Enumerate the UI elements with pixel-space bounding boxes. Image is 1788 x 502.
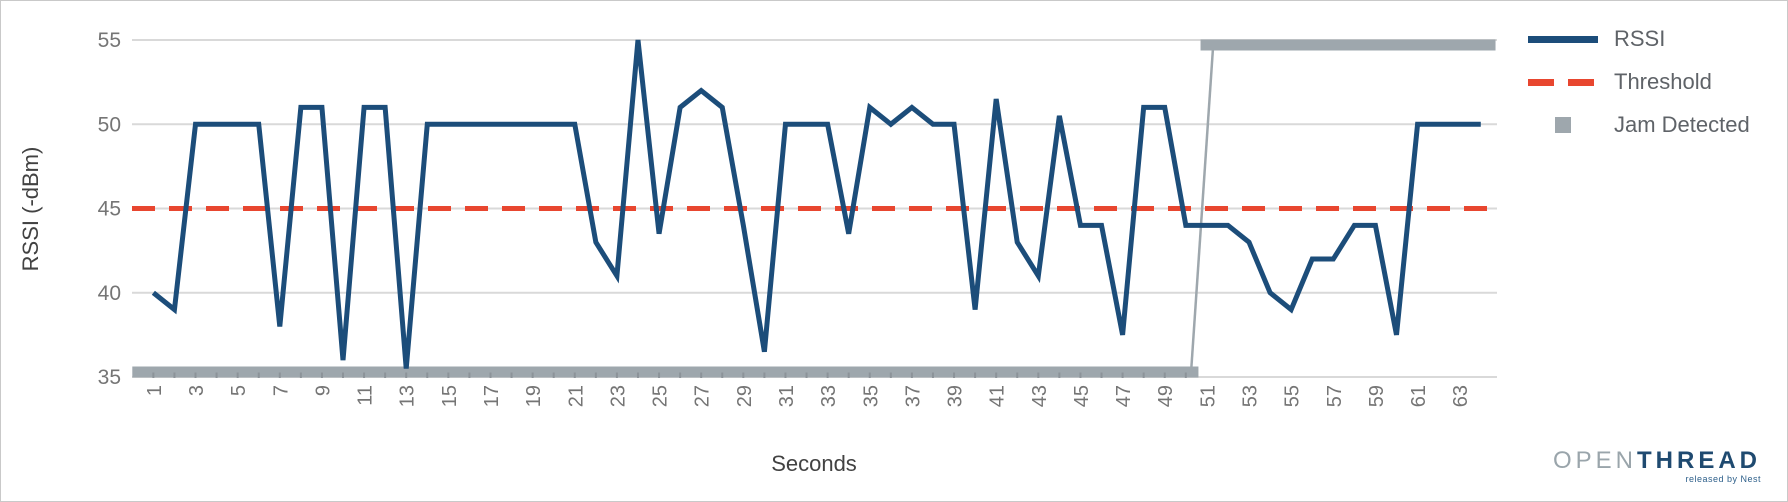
x-axis-title: Seconds [771, 451, 857, 476]
y-tick-label: 55 [98, 29, 121, 52]
x-tick-label: 15 [439, 385, 461, 407]
rssi-line [151, 39, 1481, 369]
y-tick-label: 35 [98, 366, 121, 389]
x-tick-label: 45 [1071, 385, 1093, 407]
x-tick-label: 59 [1366, 385, 1388, 407]
threshold-dash-swatch-icon [1528, 78, 1598, 86]
x-tick-label: 13 [397, 385, 419, 407]
x-tick-label: 19 [523, 385, 545, 407]
legend-item-jam-detected: Jam Detected [1528, 111, 1750, 139]
x-tick-label: 29 [734, 385, 756, 407]
x-tick-label: 33 [818, 385, 840, 407]
x-tick-label: 23 [607, 385, 629, 407]
x-tick-label: 21 [565, 385, 587, 407]
x-tick-label: 25 [650, 385, 672, 407]
legend-label-jam-detected: Jam Detected [1614, 112, 1750, 137]
x-tick-label: 9 [312, 385, 334, 396]
x-tick-label: 55 [1282, 385, 1304, 407]
logo-thread-text: THREAD [1637, 447, 1761, 474]
x-tick-label: 17 [481, 385, 503, 407]
x-tick-label: 51 [1197, 385, 1219, 407]
legend: RSSI Threshold Jam Detected [1528, 25, 1750, 154]
y-tick-label: 50 [98, 113, 121, 136]
jam-band-transition [1189, 44, 1215, 373]
x-tick-label: 7 [270, 385, 292, 396]
x-tick-label: 43 [1029, 385, 1051, 407]
jam-square-swatch-icon [1555, 117, 1571, 133]
x-tick-label: 61 [1408, 385, 1430, 407]
x-tick-label: 27 [692, 385, 714, 407]
x-tick-label: 53 [1240, 385, 1262, 407]
y-axis-title: RSSI (-dBm) [18, 146, 43, 272]
y-tick-label: 40 [98, 282, 121, 305]
x-tick-label: 11 [355, 385, 377, 406]
x-tick-label: 1 [144, 385, 166, 396]
logo-open-text: OPEN [1552, 447, 1637, 474]
x-tick-label: 47 [1113, 385, 1135, 407]
x-tick-label: 3 [186, 385, 208, 396]
legend-item-rssi: RSSI [1528, 25, 1750, 53]
legend-label-rssi: RSSI [1614, 26, 1666, 51]
x-tick-label: 31 [776, 385, 798, 407]
logo-tagline: released by Nest [1685, 474, 1761, 484]
x-tick-label: 49 [1155, 385, 1177, 407]
x-tick-label: 35 [860, 385, 882, 407]
x-tick-label: 63 [1450, 385, 1472, 407]
legend-label-threshold: Threshold [1614, 69, 1712, 94]
x-tick-label: 5 [228, 385, 250, 396]
openthread-logo: OPENTHREAD released by Nest [1546, 447, 1761, 484]
x-tick-label: 41 [987, 385, 1009, 407]
legend-item-threshold: Threshold [1528, 68, 1750, 96]
rssi-line-swatch-icon [1528, 35, 1598, 43]
x-tick-label: 37 [902, 385, 924, 407]
x-tick-label: 39 [945, 385, 967, 407]
y-tick-label: 45 [98, 198, 121, 221]
x-tick-label: 57 [1324, 385, 1346, 407]
